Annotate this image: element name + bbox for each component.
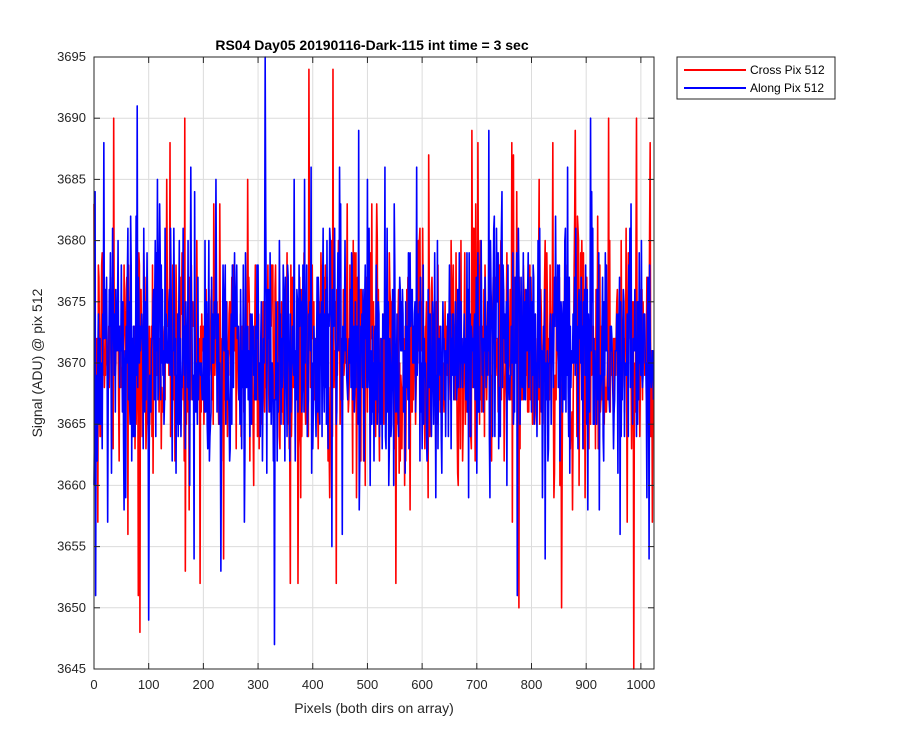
y-tick-label: 3690	[57, 110, 86, 125]
y-tick-label: 3675	[57, 294, 86, 309]
x-tick-label: 700	[466, 677, 488, 692]
x-tick-label: 200	[193, 677, 215, 692]
y-axis-label: Signal (ADU) @ pix 512	[29, 288, 45, 437]
x-tick-label: 0	[90, 677, 97, 692]
x-tick-label: 300	[247, 677, 269, 692]
x-tick-label: 500	[357, 677, 379, 692]
x-tick-label: 800	[521, 677, 543, 692]
axis-ticks: 0 100 200 300 400 500 600 700 800 900 1000 3645 3650…	[57, 49, 655, 692]
y-tick-label: 3665	[57, 416, 86, 431]
x-axis-label: Pixels (both dirs on array)	[294, 700, 454, 716]
y-tick-label: 3670	[57, 355, 86, 370]
x-tick-label: 900	[575, 677, 597, 692]
x-tick-label: 100	[138, 677, 160, 692]
legend-label-cross: Cross Pix 512	[750, 63, 825, 77]
y-tick-label: 3645	[57, 661, 86, 676]
y-tick-label: 3650	[57, 600, 86, 615]
x-tick-label: 400	[302, 677, 324, 692]
chart-title: RS04 Day05 20190116-Dark-115 int time = …	[215, 37, 528, 53]
y-tick-label: 3695	[57, 49, 86, 64]
legend-box	[676, 56, 836, 100]
series-lines	[93, 56, 655, 670]
y-tick-label: 3655	[57, 539, 86, 554]
y-tick-label: 3680	[57, 233, 86, 248]
y-tick-label: 3660	[57, 477, 86, 492]
series-line-along-pix-512	[93, 56, 655, 646]
legend-label-along: Along Pix 512	[750, 81, 824, 95]
x-tick-label: 1000	[626, 677, 655, 692]
legend: Cross Pix 512 Along Pix 512	[676, 56, 836, 100]
y-tick-label: 3685	[57, 171, 86, 186]
x-tick-label: 600	[411, 677, 433, 692]
